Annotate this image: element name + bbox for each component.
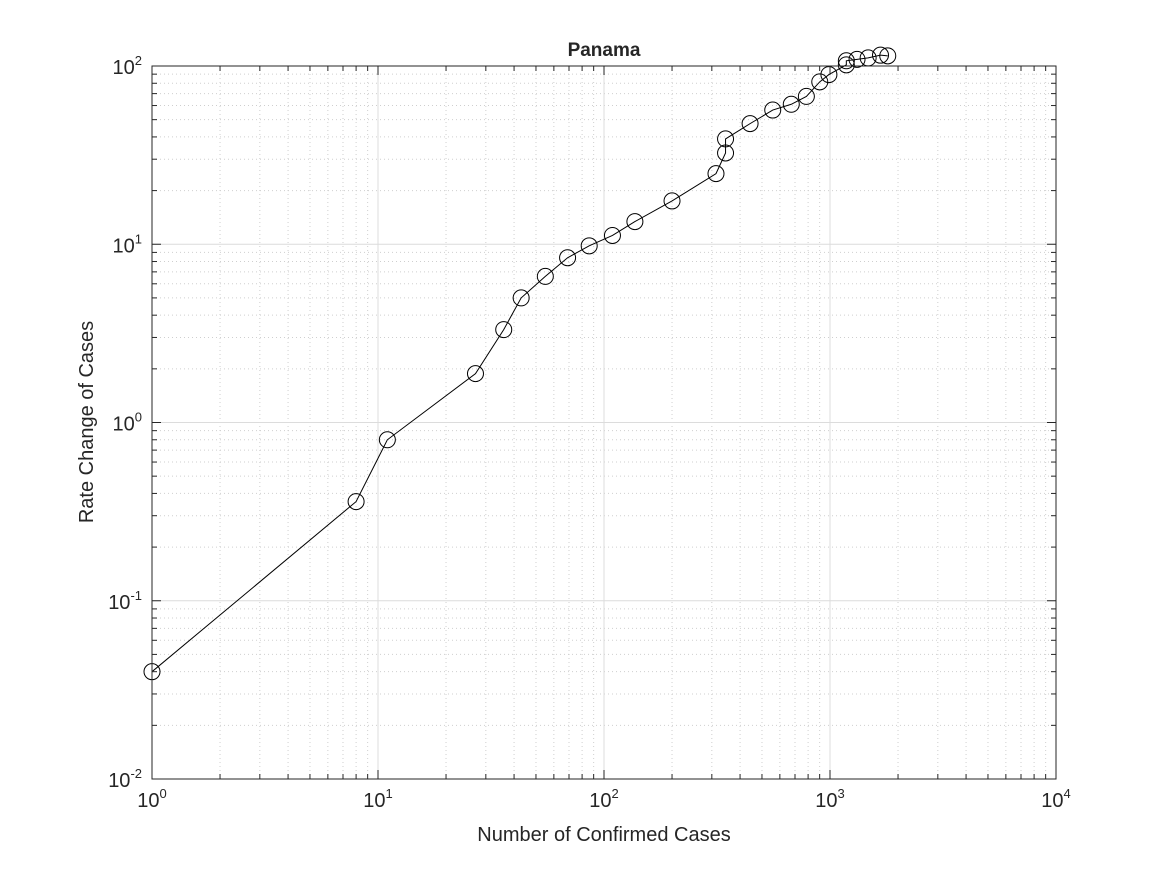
axis-ticks (151, 65, 1057, 780)
data-point (837, 56, 855, 74)
data-point (378, 431, 396, 449)
data-point (837, 52, 855, 70)
data-point (820, 66, 838, 84)
data-point (848, 50, 866, 68)
y-tick-exponent: 0 (135, 410, 142, 425)
x-tick-exponent: 4 (1064, 786, 1071, 801)
data-point (811, 73, 829, 91)
x-tick-exponent: 3 (838, 786, 845, 801)
y-tick-label: 10-2 (108, 766, 142, 792)
y-tick-base: 10 (108, 592, 130, 614)
x-tick-label: 103 (815, 786, 844, 812)
data-point (466, 365, 484, 383)
data-point (717, 144, 735, 162)
data-point (626, 213, 644, 231)
y-tick-label: 100 (113, 410, 142, 436)
data-point (347, 493, 365, 511)
x-axis-label: Number of Confirmed Cases (477, 824, 730, 846)
x-tick-label: 101 (363, 786, 392, 812)
y-tick-base: 10 (113, 235, 135, 257)
x-tick-label: 102 (589, 786, 618, 812)
y-tick-exponent: -1 (130, 588, 142, 603)
x-tick-base: 10 (137, 790, 159, 812)
data-point (797, 87, 815, 105)
data-series (143, 46, 897, 681)
data-point (717, 130, 735, 148)
series-line (151, 54, 888, 673)
x-tick-exponent: 1 (386, 786, 393, 801)
data-point (512, 289, 530, 307)
y-tick-base: 10 (108, 770, 130, 792)
x-tick-label: 100 (137, 786, 166, 812)
y-tick-label: 101 (113, 231, 142, 257)
data-point (782, 95, 800, 113)
x-tick-base: 10 (815, 790, 837, 812)
chart-title: Panama (568, 40, 641, 61)
data-point (764, 101, 782, 119)
y-tick-base: 10 (113, 57, 135, 79)
data-point (741, 115, 759, 133)
x-tick-exponent: 2 (612, 786, 619, 801)
data-point (580, 237, 598, 255)
data-point (707, 165, 725, 183)
y-tick-exponent: 2 (135, 53, 142, 68)
y-axis-label: Rate Change of Cases (76, 321, 98, 523)
y-tick-exponent: -2 (130, 766, 142, 781)
data-point (872, 46, 890, 64)
x-tick-exponent: 0 (160, 786, 167, 801)
y-tick-base: 10 (113, 414, 135, 436)
data-point (495, 321, 513, 339)
data-point (603, 226, 621, 244)
x-axis-tick-labels: 100 101 102 103 104 (137, 786, 1070, 812)
data-point (663, 192, 681, 210)
x-tick-base: 10 (363, 790, 385, 812)
y-tick-label: 102 (113, 53, 142, 79)
y-tick-exponent: 1 (135, 231, 142, 246)
data-point (536, 267, 554, 285)
x-tick-label: 104 (1041, 786, 1070, 812)
data-point (559, 249, 577, 267)
data-point (879, 47, 897, 65)
y-tick-label: 10-1 (108, 588, 142, 614)
x-tick-base: 10 (1041, 790, 1063, 812)
x-tick-base: 10 (589, 790, 611, 812)
